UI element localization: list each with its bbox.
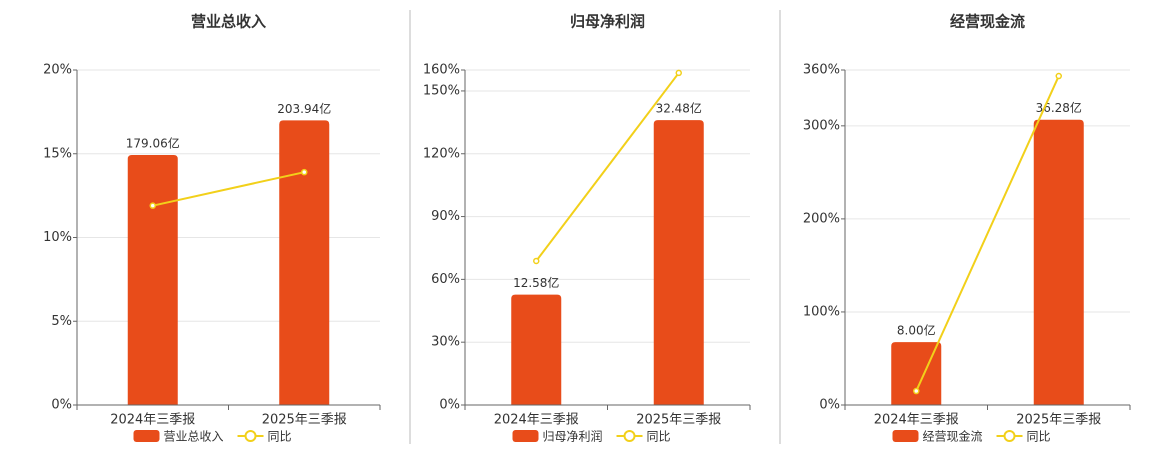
y-tick-label: 200% [803, 211, 840, 226]
data-label: 8.00亿 [897, 323, 936, 338]
line-point [533, 257, 540, 265]
y-tick-label: 20% [43, 63, 72, 78]
y-tick-label: 120% [423, 146, 460, 161]
y-tick-label: 10% [43, 230, 72, 245]
chart-title: 归母净利润 [570, 13, 645, 31]
y-tick-label: 0% [819, 398, 840, 413]
x-tick-label: 2024年三季报 [494, 413, 579, 428]
legend-label: 归母净利润 [543, 430, 603, 444]
bar [127, 155, 178, 405]
x-tick-label: 2025年三季报 [636, 413, 721, 428]
line-point [149, 202, 156, 209]
line-point [675, 69, 682, 77]
bar [891, 342, 942, 405]
y-tick-label: 15% [43, 146, 72, 161]
line-point [301, 168, 308, 176]
data-label: 32.48亿 [656, 101, 702, 116]
line [535, 72, 680, 262]
legend-swatch [892, 430, 919, 442]
legend-label: 同比 [1027, 430, 1051, 444]
line [915, 75, 1060, 392]
x-tick-label: 2024年三季报 [110, 413, 195, 428]
y-tick-label: 0% [439, 398, 460, 413]
chart-title: 营业总收入 [191, 13, 266, 31]
legend-label: 同比 [268, 430, 292, 444]
chart-title: 经营现金流 [950, 13, 1025, 31]
legend-label: 同比 [647, 430, 671, 444]
bar [1033, 119, 1084, 406]
bar [279, 120, 330, 406]
y-tick-label: 300% [803, 118, 840, 133]
legend-swatch [133, 430, 160, 442]
legend-swatch [623, 430, 636, 442]
data-label: 12.58亿 [513, 275, 559, 290]
x-tick-label: 2024年三季报 [874, 413, 959, 428]
legend-swatch [1003, 430, 1016, 442]
y-tick-label: 150% [423, 83, 460, 98]
line [152, 171, 305, 207]
bar [511, 294, 562, 405]
y-tick-label: 5% [51, 314, 72, 329]
data-label: 179.06亿 [126, 136, 180, 151]
y-tick-label: 90% [431, 209, 460, 224]
line-point [1055, 72, 1062, 80]
x-tick-label: 2025年三季报 [1016, 413, 1101, 428]
y-tick-label: 0% [51, 398, 72, 413]
y-tick-label: 360% [803, 63, 840, 78]
legend-label: 营业总收入 [164, 430, 224, 444]
legend-swatch [244, 430, 257, 442]
y-tick-label: 100% [803, 304, 840, 319]
y-tick-label: 30% [431, 335, 460, 350]
x-tick-label: 2025年三季报 [262, 413, 347, 428]
data-label: 203.94亿 [277, 101, 331, 116]
legend-label: 经营现金流 [923, 429, 983, 444]
line-point [913, 387, 920, 395]
legend-swatch [512, 430, 539, 442]
y-tick-label: 60% [431, 272, 460, 287]
bar [653, 120, 704, 406]
y-tick-label: 160% [423, 63, 460, 78]
